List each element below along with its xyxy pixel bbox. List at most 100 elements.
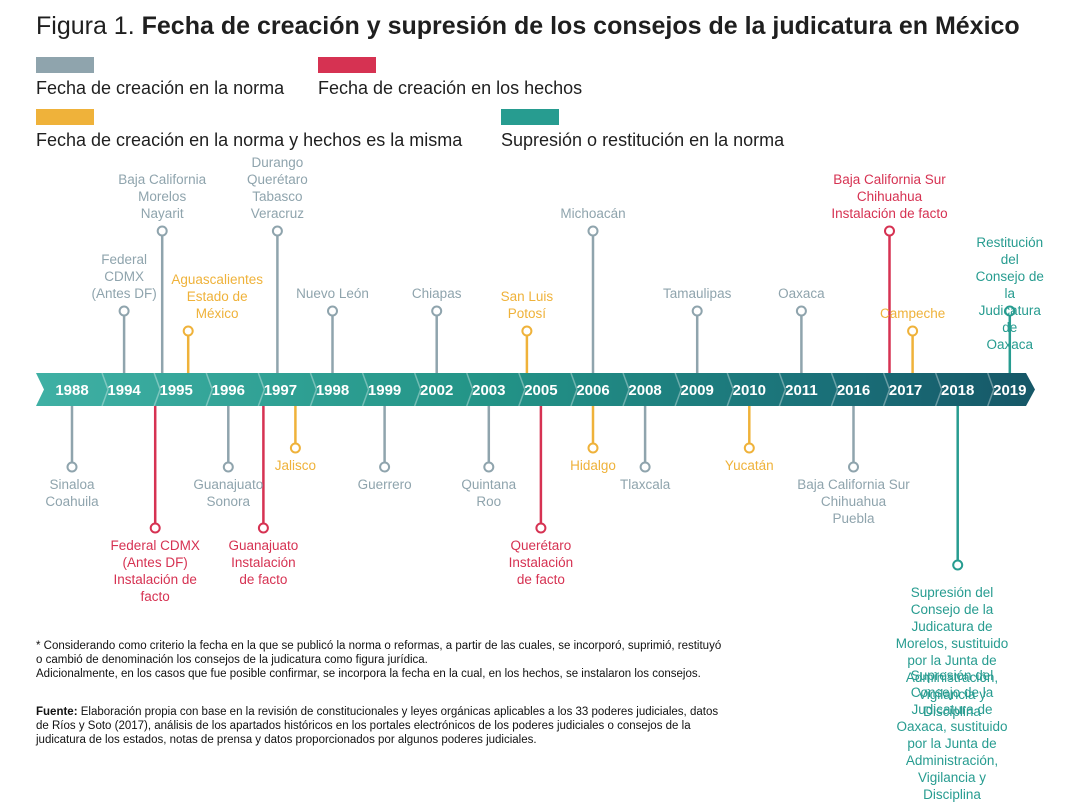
figure-title-text: Fecha de creación y supresión de los con…: [141, 12, 1020, 40]
year-separator: [830, 372, 839, 407]
event-label: Baja California Sur Chihuahua Puebla: [797, 477, 910, 526]
event-dot: [222, 461, 234, 473]
event-dot: [257, 522, 269, 534]
source-label: Fuente:: [36, 706, 78, 718]
year-label: 2018: [941, 382, 974, 399]
event-label: Quintana Roo: [461, 477, 517, 509]
source-text: Elaboración propia con base en la revisi…: [36, 706, 719, 746]
year-label: 1999: [368, 382, 401, 399]
legend-label-red: Fecha de creación en los hechos: [318, 78, 583, 98]
event-dot: [691, 305, 703, 317]
year-label: 2016: [837, 382, 870, 399]
year-separator: [205, 372, 214, 407]
year-label: 1997: [264, 382, 297, 399]
event-dot: [149, 522, 161, 534]
event-dot: [952, 559, 964, 571]
event-label: Federal CDMX (Antes DF): [91, 252, 157, 301]
event-dot: [182, 325, 194, 337]
event-dot: [884, 225, 895, 237]
event-dot: [1004, 305, 1016, 317]
year-separator: [726, 372, 735, 407]
year-label: 1995: [160, 382, 193, 399]
year-label: 2009: [681, 382, 714, 399]
legend-label-yellow: Fecha de creación en la norma y hechos e…: [36, 130, 463, 150]
event-label: Oaxaca: [778, 286, 825, 301]
legend-label-gray: Fecha de creación en la norma: [36, 78, 285, 98]
event-label: Baja California Sur Chihuahua Instalació…: [831, 172, 948, 221]
year-label: 2010: [733, 382, 766, 399]
event-label: Guanajuato Instalación de facto: [228, 538, 299, 587]
event-label: Aguascalientes Estado de México: [171, 272, 263, 321]
event-label: Jalisco: [274, 458, 317, 473]
year-label: 2002: [420, 382, 453, 399]
legend-swatch-teal: [501, 109, 559, 125]
event-dot: [118, 305, 130, 317]
year-label: 2003: [472, 382, 505, 399]
year-separator: [570, 372, 578, 407]
event-dot: [587, 442, 599, 454]
event-dot: [156, 225, 168, 237]
event-label: Durango Querétaro Tabasco Veracruz: [246, 155, 308, 221]
event-label: Michoacán: [560, 206, 626, 221]
year-separator: [361, 372, 370, 407]
event-dot: [271, 225, 283, 237]
year-separator: [413, 372, 422, 407]
event-label: Guanajuato Sonora: [193, 477, 264, 509]
event-dot: [379, 461, 391, 473]
year-separator: [882, 372, 891, 407]
event-label: Sinaloa Coahuila: [45, 477, 99, 509]
event-label: Campeche: [879, 306, 946, 321]
year-label: 2008: [628, 382, 661, 399]
event-dot: [587, 225, 599, 237]
legend-swatch-gray: [36, 57, 94, 73]
year-separator: [309, 372, 318, 407]
year-label: 2005: [524, 382, 557, 399]
event-dot: [66, 461, 78, 473]
event-label: Baja California Morelos Nayarit: [118, 172, 207, 221]
year-separator: [987, 372, 995, 407]
suppression-morelos: Supresión del Consejo de la Judicatura d…: [895, 585, 1009, 719]
suppression-oaxaca: Supresión del Consejo de la Judicatura d…: [896, 668, 1008, 802]
year-separator: [518, 372, 526, 407]
source-note: Fuente: Elaboración propia con base en l…: [36, 691, 776, 747]
figure-prefix: Figura 1.: [36, 12, 135, 40]
legend-swatch-yellow: [36, 109, 94, 125]
year-label: 1998: [316, 382, 349, 399]
event-label: Querétaro Instalación de facto: [508, 538, 574, 587]
event-label: Guerrero: [357, 477, 412, 492]
event-label: Yucatán: [724, 458, 774, 473]
event-label: Tlaxcala: [619, 477, 671, 492]
event-dot: [535, 522, 547, 534]
year-label: 2019: [993, 382, 1026, 399]
event-dot: [483, 461, 495, 473]
event-dot: [289, 442, 301, 454]
event-label: Chiapas: [411, 286, 462, 301]
event-label: Federal CDMX (Antes DF) Instalación de f…: [110, 538, 200, 604]
year-separator: [778, 372, 787, 407]
year-separator: [622, 372, 630, 407]
event-dot: [795, 305, 807, 317]
year-separator: [153, 372, 161, 407]
legend-swatch-red: [318, 57, 376, 73]
year-label: 1994: [107, 382, 141, 399]
event-dot: [907, 325, 919, 337]
year-label: 1996: [212, 382, 245, 399]
legend-label-teal: Supresión o restitución en la norma: [501, 130, 785, 150]
event-label: Restitución del Consejo de la Judicatura…: [975, 235, 1044, 352]
year-separator: [674, 372, 682, 407]
year-separator: [101, 372, 109, 407]
figure-title: Figura 1. Fecha de creación y supresión …: [36, 12, 1020, 41]
event-dot: [639, 461, 651, 473]
year-separator: [466, 372, 474, 407]
event-label: Nuevo León: [296, 286, 369, 301]
event-label: Hidalgo: [570, 458, 616, 473]
event-dot: [327, 305, 338, 317]
footnote: * Considerando como criterio la fecha en…: [36, 640, 722, 680]
event-dot: [431, 305, 443, 317]
event-dot: [848, 461, 859, 473]
year-separator: [257, 372, 266, 407]
year-label: 2006: [576, 382, 609, 399]
year-label: 2017: [889, 382, 922, 399]
year-label: 1988: [55, 382, 88, 399]
event-label: Tamaulipas: [663, 286, 732, 301]
